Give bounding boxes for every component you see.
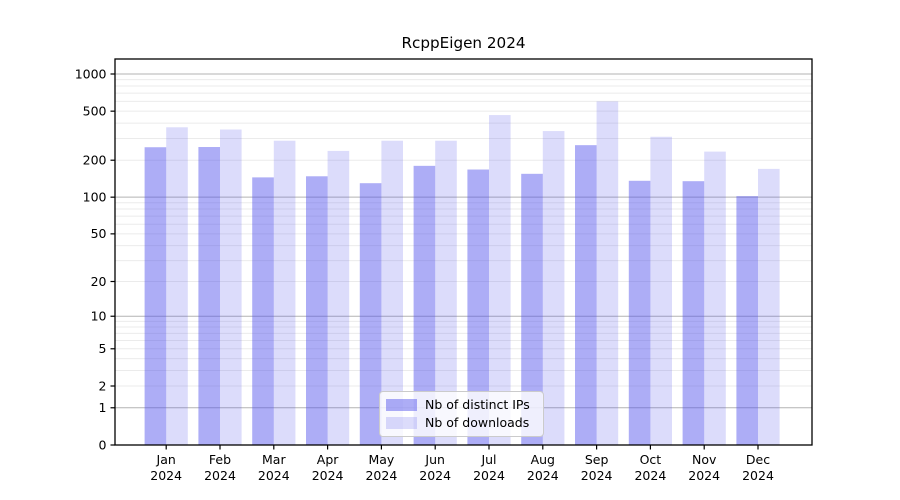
- y-tick-label: 200: [83, 153, 107, 168]
- x-tick-label-year: 2024: [688, 468, 720, 483]
- legend-swatch-distinct-ips: [386, 398, 417, 412]
- legend-label-downloads: Nb of downloads: [425, 415, 530, 431]
- y-tick-label: 500: [83, 103, 107, 118]
- y-tick-label: 20: [91, 274, 107, 289]
- x-tick-label-month: Jul: [480, 452, 496, 467]
- x-tick-label-year: 2024: [742, 468, 774, 483]
- bar-distinct-ips-sep: [575, 145, 597, 445]
- bar-distinct-ips-oct: [628, 180, 651, 445]
- y-tick-label: 5: [99, 341, 107, 356]
- chart-title: RcppEigen 2024: [401, 34, 526, 52]
- x-tick-label-month: Oct: [640, 452, 662, 467]
- x-tick-label-month: May: [368, 452, 394, 467]
- plot-border: [114, 58, 813, 446]
- x-tick-label-month: Dec: [746, 452, 770, 467]
- y-tick-label: 50: [91, 226, 107, 241]
- x-tick-label-year: 2024: [365, 468, 397, 483]
- bar-distinct-ips-dec: [736, 196, 758, 445]
- bar-distinct-ips-apr: [306, 176, 328, 445]
- y-tick-label: 1: [99, 400, 107, 415]
- bar-distinct-ips-nov: [682, 181, 705, 445]
- bar-downloads-aug: [542, 131, 565, 445]
- bar-distinct-ips-aug: [521, 173, 543, 446]
- x-tick-label-year: 2024: [581, 468, 613, 483]
- y-tick-label: 100: [83, 189, 107, 204]
- y-tick-label: 0: [99, 437, 107, 452]
- bar-downloads-jan: [166, 127, 188, 446]
- bar-distinct-ips-may: [359, 183, 382, 445]
- x-tick-label-month: Apr: [317, 452, 339, 467]
- y-tick-label: 10: [91, 309, 107, 324]
- bar-downloads-mar: [273, 140, 296, 445]
- legend-entry-downloads: Nb of downloads: [386, 416, 539, 430]
- legend-entry-distinct-ips: Nb of distinct IPs: [386, 398, 539, 412]
- x-tick-label-year: 2024: [634, 468, 666, 483]
- bar-downloads-may: [381, 140, 403, 445]
- legend-swatch-downloads: [386, 416, 417, 430]
- x-tick-label-year: 2024: [419, 468, 451, 483]
- bar-downloads-jun: [435, 140, 457, 445]
- bar-downloads-apr: [327, 150, 350, 446]
- bar-downloads-jul: [489, 115, 511, 446]
- x-tick-label-month: Aug: [531, 452, 555, 467]
- bar-downloads-sep: [596, 101, 619, 446]
- x-tick-label-month: Sep: [585, 452, 609, 467]
- x-tick-label-year: 2024: [527, 468, 559, 483]
- x-tick-label-year: 2024: [150, 468, 182, 483]
- bar-distinct-ips-jun: [413, 165, 436, 445]
- bar-distinct-ips-feb: [198, 147, 220, 446]
- x-tick-label-month: Nov: [692, 452, 717, 467]
- x-tick-label-year: 2024: [473, 468, 505, 483]
- legend-label-distinct-ips: Nb of distinct IPs: [425, 397, 530, 413]
- x-tick-label-month: Jan: [156, 452, 176, 467]
- bar-downloads-feb: [220, 129, 242, 445]
- bar-distinct-ips-mar: [252, 177, 274, 445]
- bar-distinct-ips-jan: [144, 147, 167, 446]
- x-tick-label-month: Mar: [262, 452, 286, 467]
- legend: Nb of distinct IPs Nb of downloads: [379, 391, 544, 437]
- x-tick-label-year: 2024: [204, 468, 236, 483]
- x-tick-label-month: Feb: [209, 452, 231, 467]
- x-tick-label-month: Jun: [424, 452, 445, 467]
- x-tick-label-year: 2024: [258, 468, 290, 483]
- y-tick-label: 2: [99, 378, 107, 393]
- y-tick-label: 1000: [75, 66, 107, 81]
- bar-downloads-nov: [704, 151, 726, 445]
- bar-downloads-dec: [758, 168, 780, 445]
- bar-distinct-ips-jul: [467, 169, 489, 445]
- x-tick-label-year: 2024: [312, 468, 344, 483]
- bar-downloads-oct: [650, 136, 672, 445]
